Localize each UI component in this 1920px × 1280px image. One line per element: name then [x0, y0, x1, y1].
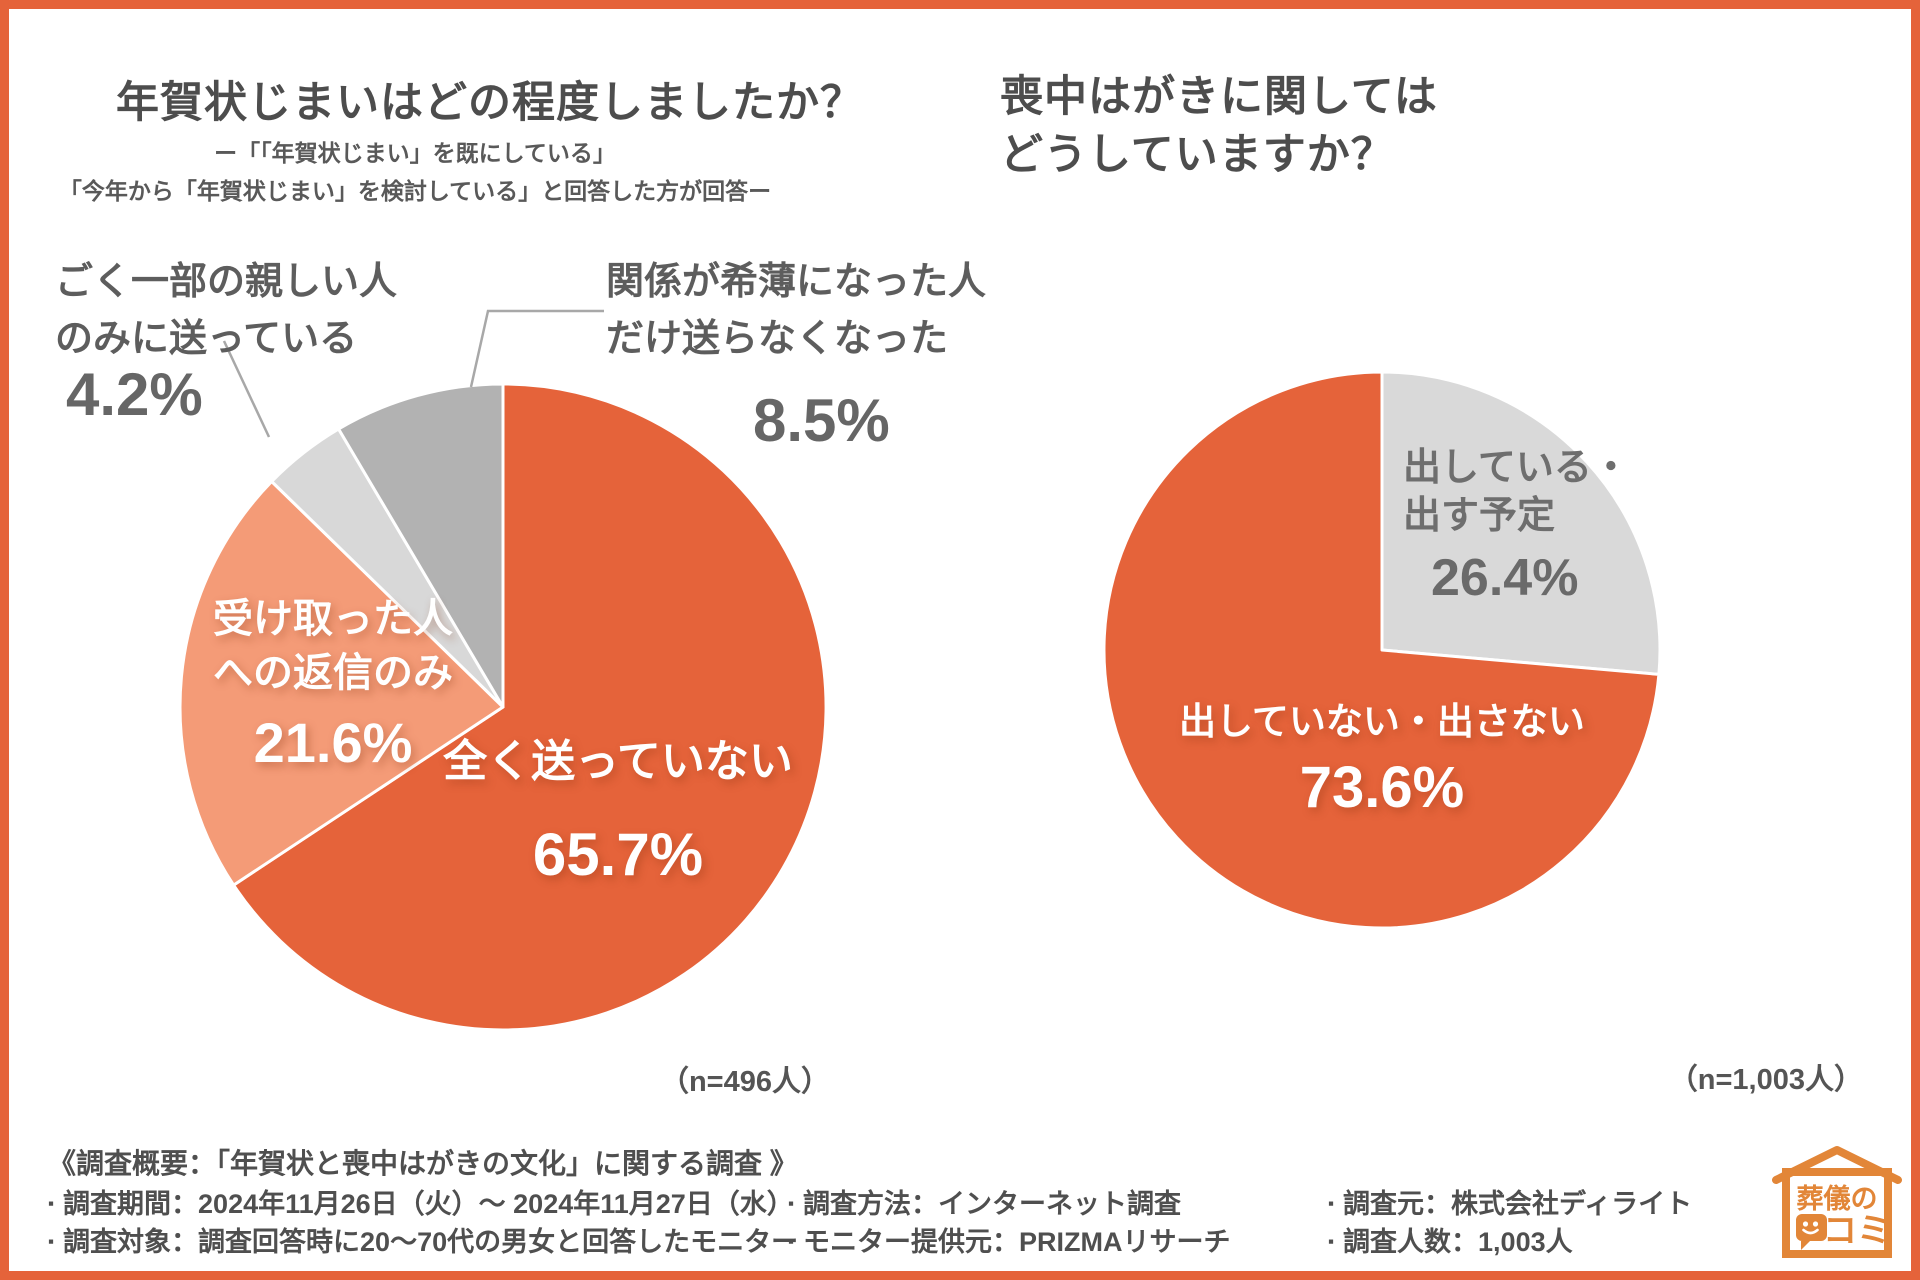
dashiteiru-line2: 出す予定 [1403, 495, 1556, 537]
survey-count-text: 調査人数：1,003人 [1343, 1227, 1573, 1257]
inpie-label-henshin-nomi: 受け取った人 への返信のみ 21.6% [150, 592, 516, 775]
callout-label-goku-ichibu: ごく一部の親しい人 のみに送っている [55, 254, 397, 368]
survey-period-text: 調査期間：2024年11月26日（火）〜 2024年11月27日（水） [63, 1189, 794, 1219]
bullet-icon: ▪ [1328, 1194, 1335, 1213]
bullet-icon: ▪ [788, 1194, 795, 1213]
sogi-no-komi-logo: 葬儀の コミ [1772, 1146, 1902, 1258]
survey-source-text: 調査元：株式会社ディライト [1343, 1189, 1693, 1219]
left-chart-subtitle-line2: 「今年から「年賀状じまい」を検討している」と回答した方が回答ー [58, 178, 772, 204]
bullet-icon: ▪ [48, 1232, 55, 1251]
logo-house-roof [1772, 1146, 1902, 1184]
value-label-4-2: 4.2% [66, 361, 203, 428]
left-chart-subtitle: ー「「年賀状じまい」を既にしている」 「今年から「年賀状じまい」を検討している」… [40, 134, 790, 210]
survey-period: ▪ 調査期間：2024年11月26日（火）〜 2024年11月27日（水） [48, 1182, 794, 1221]
left-pie-slice-zenkuokutteinai [232, 382, 828, 1032]
left-chart-title: 年賀状じまいはどの程度しましたか？ [116, 79, 864, 127]
survey-method: ▪ 調査方法：インターネット調査 [788, 1182, 1181, 1221]
survey-source: ▪ 調査元：株式会社ディライト [1328, 1182, 1692, 1221]
survey-count: ▪ 調査人数：1,003人 [1328, 1220, 1573, 1259]
inpie-label-dashiteinai: 出していない・出さない 73.6% [1132, 700, 1632, 821]
left-pie-slice-henshin-nomi [178, 480, 505, 887]
bullet-icon: ▪ [1328, 1232, 1335, 1251]
callout-goku-line2: のみに送っている [55, 318, 358, 360]
leader-line-8-5 [469, 309, 604, 388]
value-label-65-7: 65.7% [532, 821, 704, 888]
value-label-21-6: 21.6% [253, 711, 413, 774]
left-pie-slice-kihaku [337, 382, 505, 709]
left-sample-size-caption: （n=496人） [659, 1066, 830, 1098]
leader-line-4-2 [222, 340, 271, 438]
value-label-8-5: 8.5% [753, 387, 890, 454]
survey-target-text: 調査対象：調査回答時に20〜70代の男女と回答したモニター [63, 1227, 799, 1257]
monitor-provider: ▪ モニター提供元：PRIZMAリサーチ [788, 1220, 1231, 1259]
henshin-line1: 受け取った人 [213, 597, 453, 641]
left-chart-subtitle-line1: ー「「年賀状じまい」を既にしている」 [214, 140, 616, 166]
right-pie-slice-dashiteiru [1380, 370, 1662, 676]
right-pie [1102, 370, 1662, 930]
dashiteiru-line1: 出している・ [1403, 447, 1630, 489]
inpie-label-dashiteiru: 出している・ 出す予定 26.4% [1403, 444, 1630, 608]
bullet-icon: ▪ [48, 1194, 55, 1213]
logo-text-line1: 葬儀の [1797, 1184, 1878, 1214]
right-chart-title: 喪中はがきに関しては どうしていますか？ [1000, 68, 1438, 184]
callout-goku-line1: ごく一部の親しい人 [55, 261, 398, 303]
monitor-provider-text: モニター提供元：PRIZMAリサーチ [803, 1227, 1231, 1257]
survey-target: ▪ 調査対象：調査回答時に20〜70代の男女と回答したモニター [48, 1220, 798, 1259]
callout-kihaku-line2: だけ送らなくなった [606, 318, 949, 360]
value-label-73-6: 73.6% [1299, 755, 1465, 820]
logo-text-line2: コミ [1823, 1212, 1891, 1250]
speech-bubble-smiley-icon [1796, 1214, 1827, 1250]
right-title-line1: 喪中はがきに関しては [1000, 73, 1438, 121]
right-title-line2: どうしていますか？ [1000, 131, 1395, 179]
callout-kihaku-line1: 関係が希薄になった人 [606, 261, 987, 303]
callout-label-kihaku: 関係が希薄になった人 だけ送らなくなった [606, 254, 986, 368]
inpie-label-zenku-okutteinai: 全く送っていない 65.7% [433, 736, 803, 889]
henshin-line2: への返信のみ [213, 651, 453, 695]
right-pie-slice-dashiteinai [1102, 370, 1661, 930]
value-label-26-4: 26.4% [1431, 549, 1579, 607]
left-pie [178, 309, 828, 1032]
right-sample-size-caption: （n=1,003人） [1668, 1064, 1863, 1096]
survey-method-text: 調査方法：インターネット調査 [803, 1189, 1182, 1219]
dashiteinai-line1: 出していない・出さない [1179, 701, 1585, 742]
bullet-icon: ▪ [788, 1232, 795, 1251]
survey-overview-heading: 《調査概要：「年賀状と喪中はがきの文化」に関する調査 》 [48, 1148, 798, 1179]
zenku-line1: 全く送っていない [443, 737, 793, 786]
